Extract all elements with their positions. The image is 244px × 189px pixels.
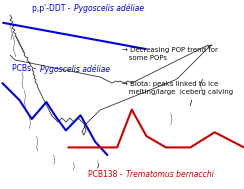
- Text: Pygoscelis adéliae: Pygoscelis adéliae: [40, 64, 110, 74]
- Text: → Biota: peaks linked to ice
   melting/large  iceberg calving: → Biota: peaks linked to ice melting/lar…: [122, 81, 233, 95]
- Text: p,p'-DDT -: p,p'-DDT -: [32, 4, 73, 13]
- Text: Pygoscelis adéliae: Pygoscelis adéliae: [74, 4, 144, 13]
- Text: Trematomus bernacchi: Trematomus bernacchi: [126, 170, 214, 179]
- Text: PCB138 -: PCB138 -: [88, 170, 125, 179]
- Text: PCBs -: PCBs -: [12, 64, 39, 74]
- Text: → Decreasing POP trend for
   some POPs: → Decreasing POP trend for some POPs: [122, 47, 218, 61]
